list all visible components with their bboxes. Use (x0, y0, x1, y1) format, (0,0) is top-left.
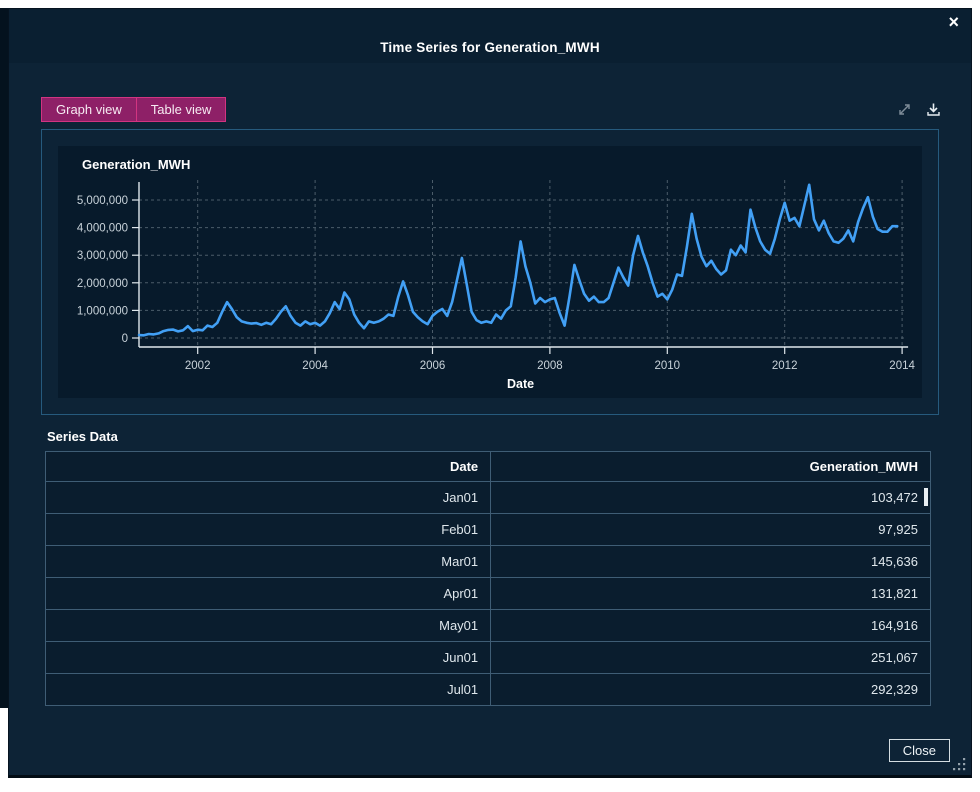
table-header-row: Date Generation_MWH (46, 452, 931, 482)
time-series-dialog: Time Series for Generation_MWH × Graph v… (8, 8, 972, 778)
series-table: Date Generation_MWH Jan01103,472Feb0197,… (45, 451, 931, 706)
chart-panel: Generation_MWH 0 1,000,000 2,000,000 3,000,… (58, 146, 922, 398)
date-cell: Feb01 (46, 514, 491, 546)
tab-graph-view[interactable]: Graph view (41, 97, 137, 122)
svg-text:2,000,000: 2,000,000 (77, 278, 128, 290)
tab-table-view[interactable]: Table view (136, 97, 227, 122)
value-cell: 251,067 (491, 642, 931, 674)
svg-text:2004: 2004 (302, 360, 328, 372)
svg-text:4,000,000: 4,000,000 (77, 223, 128, 235)
dialog-header: Time Series for Generation_MWH × (9, 9, 971, 63)
table-row: Apr01131,821 (46, 578, 931, 610)
toolbar-icons (897, 102, 941, 117)
date-cell: Jul01 (46, 674, 491, 706)
column-header-date: Date (46, 452, 491, 482)
svg-text:2012: 2012 (772, 360, 798, 372)
date-cell: Jan01 (46, 482, 491, 514)
close-icon[interactable]: × (948, 13, 959, 31)
view-toolbar: Graph view Table view (41, 97, 941, 122)
close-button[interactable]: Close (889, 739, 950, 762)
value-cell: 103,472 (491, 482, 931, 514)
table-row: Feb0197,925 (46, 514, 931, 546)
table-row: Jan01103,472 (46, 482, 931, 514)
value-cell: 145,636 (491, 546, 931, 578)
svg-text:Date: Date (507, 377, 534, 391)
table-row: Mar01145,636 (46, 546, 931, 578)
value-cell: 164,916 (491, 610, 931, 642)
svg-text:5,000,000: 5,000,000 (77, 195, 128, 207)
svg-text:2010: 2010 (655, 360, 681, 372)
background-app-edge (0, 8, 8, 708)
svg-text:3,000,000: 3,000,000 (77, 250, 128, 262)
date-cell: Apr01 (46, 578, 491, 610)
date-cell: Jun01 (46, 642, 491, 674)
download-icon[interactable] (926, 102, 941, 117)
chart-title: Generation_MWH (82, 157, 922, 172)
svg-text:1,000,000: 1,000,000 (77, 305, 128, 317)
svg-text:2002: 2002 (185, 360, 211, 372)
table-row: May01164,916 (46, 610, 931, 642)
date-cell: May01 (46, 610, 491, 642)
table-row: Jul01292,329 (46, 674, 931, 706)
svg-text:2006: 2006 (420, 360, 446, 372)
series-table-wrapper: Date Generation_MWH Jan01103,472Feb0197,… (45, 451, 931, 706)
value-cell: 292,329 (491, 674, 931, 706)
svg-text:2014: 2014 (889, 360, 915, 372)
chart-card: Generation_MWH 0 1,000,000 2,000,000 3,000,… (41, 129, 939, 415)
time-series-chart: 0 1,000,000 2,000,000 3,000,000 4,000,000 5,0… (58, 174, 924, 396)
date-cell: Mar01 (46, 546, 491, 578)
series-table-body: Jan01103,472Feb0197,925Mar01145,636Apr01… (46, 482, 931, 706)
table-scrollbar-thumb[interactable] (924, 488, 928, 506)
value-cell: 131,821 (491, 578, 931, 610)
svg-text:0: 0 (122, 333, 128, 345)
expand-icon[interactable] (897, 102, 912, 117)
value-cell: 97,925 (491, 514, 931, 546)
resize-grip[interactable] (951, 756, 967, 772)
dialog-title: Time Series for Generation_MWH (9, 40, 971, 55)
column-header-generation: Generation_MWH (491, 452, 931, 482)
table-row: Jun01251,067 (46, 642, 931, 674)
series-data-heading: Series Data (47, 429, 971, 444)
svg-text:2008: 2008 (537, 360, 563, 372)
